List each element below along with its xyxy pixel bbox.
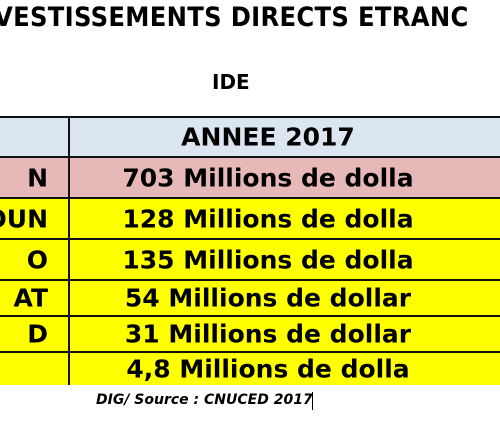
table-row: O 135 Millions de dolla: [0, 240, 500, 281]
country-cell: [0, 353, 70, 385]
country-cell: AT: [0, 281, 70, 315]
table-row: OUN 128 Millions de dolla: [0, 199, 500, 240]
value-cell: 128 Millions de dolla: [70, 199, 500, 238]
document-title: VESTISSEMENTS DIRECTS ETRANC: [0, 2, 469, 33]
value-cell: 135 Millions de dolla: [70, 240, 500, 279]
table-header-row: ANNEE 2017: [0, 118, 500, 158]
header-cell-year: ANNEE 2017: [70, 118, 500, 156]
header-cell-country: [0, 118, 70, 156]
data-table: ANNEE 2017 N 703 Millions de dolla OUN 1…: [0, 116, 500, 385]
country-cell: N: [0, 158, 70, 197]
value-cell: 4,8 Millions de dolla: [70, 353, 500, 385]
source-note: DIG/ Source : CNUCED 2017: [96, 392, 313, 408]
country-cell: D: [0, 317, 70, 351]
value-cell: 703 Millions de dolla: [70, 158, 500, 197]
document-subtitle: IDE: [212, 70, 250, 94]
value-cell: 31 Millions de dollar: [70, 317, 500, 351]
country-cell: OUN: [0, 199, 70, 238]
table-row: D 31 Millions de dollar: [0, 317, 500, 353]
table-row: N 703 Millions de dolla: [0, 158, 500, 199]
table-row: AT 54 Millions de dollar: [0, 281, 500, 317]
country-cell: O: [0, 240, 70, 279]
table-row: 4,8 Millions de dolla: [0, 353, 500, 385]
text-cursor: [312, 392, 313, 410]
value-cell: 54 Millions de dollar: [70, 281, 500, 315]
